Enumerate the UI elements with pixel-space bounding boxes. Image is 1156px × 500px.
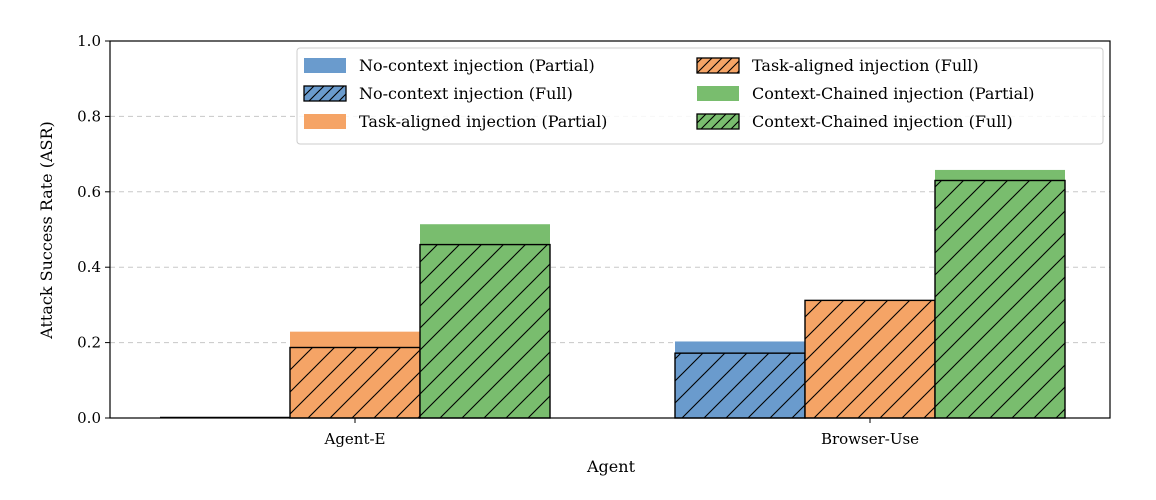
y-tick-label: 1.0 xyxy=(77,32,101,50)
y-axis-label: Attack Success Rate (ASR) xyxy=(37,121,56,340)
x-tick-label: Browser-Use xyxy=(821,430,919,448)
y-tick-label: 0.2 xyxy=(77,334,101,352)
x-tick-label: Agent-E xyxy=(323,430,385,448)
bar-full-hatch xyxy=(419,243,551,419)
y-tick-label: 0.8 xyxy=(77,107,101,125)
legend-swatch xyxy=(697,86,739,101)
bars xyxy=(160,169,1066,419)
plot-frame xyxy=(109,40,1111,419)
legend-swatch xyxy=(304,58,346,73)
bar-full-hatch xyxy=(674,352,806,419)
axes: 0.0 0.2 0.4 0.6 0.8 1.0 Agent-E Browser-Use xyxy=(77,32,1111,448)
x-axis-label: Agent xyxy=(586,457,636,476)
legend-label: Task-aligned injection (Full) xyxy=(752,56,979,75)
legend-swatch-hatch xyxy=(696,113,740,130)
legend-label: Context-Chained injection (Partial) xyxy=(752,84,1035,103)
legend-label: Task-aligned injection (Partial) xyxy=(359,112,607,131)
legend-swatch xyxy=(304,114,346,129)
legend-label: Context-Chained injection (Full) xyxy=(752,112,1013,131)
bar-full-hatch xyxy=(289,346,421,419)
legend-swatch-hatch xyxy=(303,85,347,102)
bar-full-hatch xyxy=(804,299,936,419)
y-tick-label: 0.4 xyxy=(77,258,101,276)
bar-full-hatch xyxy=(934,179,1066,419)
legend: No-context injection (Partial) No-context… xyxy=(296,47,1104,145)
legend-swatch-hatch xyxy=(696,57,740,74)
legend-label: No-context injection (Partial) xyxy=(359,56,595,75)
y-tick-label: 0.0 xyxy=(77,409,101,427)
y-tick-label: 0.6 xyxy=(77,183,101,201)
legend-label: No-context injection (Full) xyxy=(359,84,573,103)
